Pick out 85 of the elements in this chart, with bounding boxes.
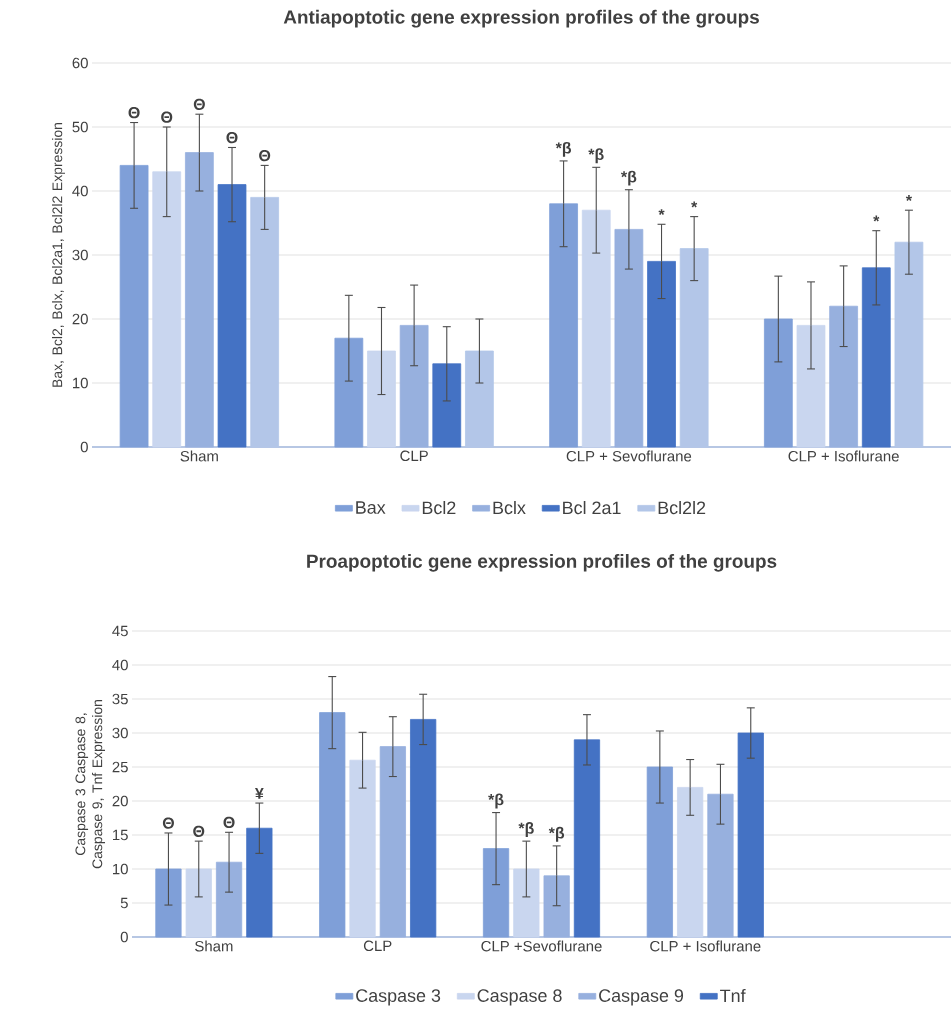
bar bbox=[614, 229, 644, 448]
x-tick-label: Sham bbox=[195, 940, 233, 952]
legend-label: Caspase 8 bbox=[477, 989, 562, 1006]
x-tick-label: CLP + Sevoflurane bbox=[566, 450, 692, 462]
x-tick-label: CLP bbox=[400, 450, 428, 462]
bar bbox=[737, 732, 764, 938]
y-axis-title: Bax, Bcl2, Bclx, Bcl2a1, Bcl2l2 Expression bbox=[52, 122, 66, 387]
annotation: * bbox=[873, 215, 880, 222]
y-tick-label: 0 bbox=[80, 441, 88, 453]
legend-label: Bcl2 bbox=[422, 501, 456, 515]
annotation: Θ bbox=[223, 816, 235, 829]
bar bbox=[185, 868, 212, 938]
bar bbox=[246, 827, 273, 938]
bar bbox=[513, 868, 540, 938]
y-tick-label: 40 bbox=[112, 659, 128, 671]
y-tick-label: 50 bbox=[72, 121, 88, 133]
annotation: *β bbox=[555, 141, 572, 157]
y-tick-label: 45 bbox=[112, 625, 128, 637]
bar bbox=[152, 171, 182, 448]
annotation: Θ bbox=[259, 149, 271, 162]
x-tick-label: CLP + Isoflurane bbox=[650, 940, 761, 952]
legend-label: Caspase 9 bbox=[599, 989, 684, 1006]
y-tick-label: 30 bbox=[72, 249, 88, 261]
x-tick-label: Sham bbox=[180, 450, 218, 462]
annotation: * bbox=[658, 209, 665, 216]
annotation: *β bbox=[620, 170, 637, 186]
y-tick-label: 0 bbox=[120, 931, 128, 943]
bar bbox=[215, 861, 243, 938]
legend-label: Bcl2l2 bbox=[658, 501, 706, 515]
annotation: *β bbox=[518, 822, 534, 837]
annotation: *β bbox=[488, 793, 504, 809]
bar bbox=[432, 363, 462, 448]
legend-label: Bclx bbox=[493, 501, 526, 515]
x-tick-label: CLP bbox=[363, 940, 392, 952]
annotation: Θ bbox=[162, 817, 174, 829]
annotation: Θ bbox=[128, 107, 140, 119]
bar bbox=[581, 209, 611, 448]
bar bbox=[573, 739, 601, 938]
bar bbox=[543, 875, 570, 938]
y-tick-label: 40 bbox=[72, 185, 88, 197]
bar bbox=[679, 248, 709, 448]
y-tick-label: 15 bbox=[113, 829, 128, 841]
bar bbox=[829, 305, 858, 448]
annotation: Θ bbox=[193, 98, 205, 111]
chart-title: Antiapoptotic gene expression profiles of the groups bbox=[283, 9, 759, 28]
chart-title: Proapoptotic gene expression profiles of the groups bbox=[307, 553, 777, 572]
y-tick-label: 10 bbox=[113, 863, 128, 875]
legend-label: Caspase 3 bbox=[356, 989, 441, 1006]
annotation: Θ bbox=[161, 111, 173, 123]
legend-label: Bcl 2a1 bbox=[563, 501, 621, 515]
y-tick-label: 30 bbox=[112, 727, 128, 739]
bar bbox=[796, 325, 826, 448]
annotation: ¥ bbox=[254, 787, 264, 799]
bar bbox=[399, 325, 429, 448]
x-tick-label: CLP + Isoflurane bbox=[788, 450, 899, 462]
bar bbox=[217, 184, 247, 448]
bar bbox=[861, 267, 891, 448]
bar bbox=[250, 197, 280, 448]
y-tick-label: 10 bbox=[73, 377, 88, 389]
annotation: Θ bbox=[226, 132, 238, 144]
bar bbox=[894, 241, 924, 448]
y-axis-title: Caspase 3 Caspase 8, Caspase 9, Tnf Expression bbox=[75, 700, 106, 869]
bar bbox=[707, 793, 734, 938]
legend-label: Tnf bbox=[720, 989, 746, 1002]
annotation: Θ bbox=[193, 825, 205, 837]
annotation: * bbox=[905, 195, 912, 201]
y-tick-label: 5 bbox=[120, 897, 128, 909]
y-tick-label: 20 bbox=[112, 795, 128, 807]
bar bbox=[379, 746, 406, 938]
bar bbox=[185, 152, 214, 448]
bar bbox=[349, 759, 376, 938]
y-tick-label: 20 bbox=[72, 313, 88, 325]
y-tick-label: 60 bbox=[72, 57, 88, 69]
legend-label: Bax bbox=[356, 501, 386, 514]
bar bbox=[465, 350, 494, 448]
bar bbox=[647, 261, 676, 448]
annotation: *β bbox=[588, 148, 604, 164]
bar bbox=[367, 350, 396, 448]
y-tick-label: 25 bbox=[112, 761, 128, 773]
bar bbox=[677, 787, 704, 938]
annotation: *β bbox=[548, 826, 565, 842]
annotation: * bbox=[691, 201, 698, 208]
y-tick-label: 35 bbox=[112, 693, 128, 705]
bar bbox=[410, 719, 437, 938]
x-tick-label: CLP +Sevoflurane bbox=[481, 940, 602, 952]
